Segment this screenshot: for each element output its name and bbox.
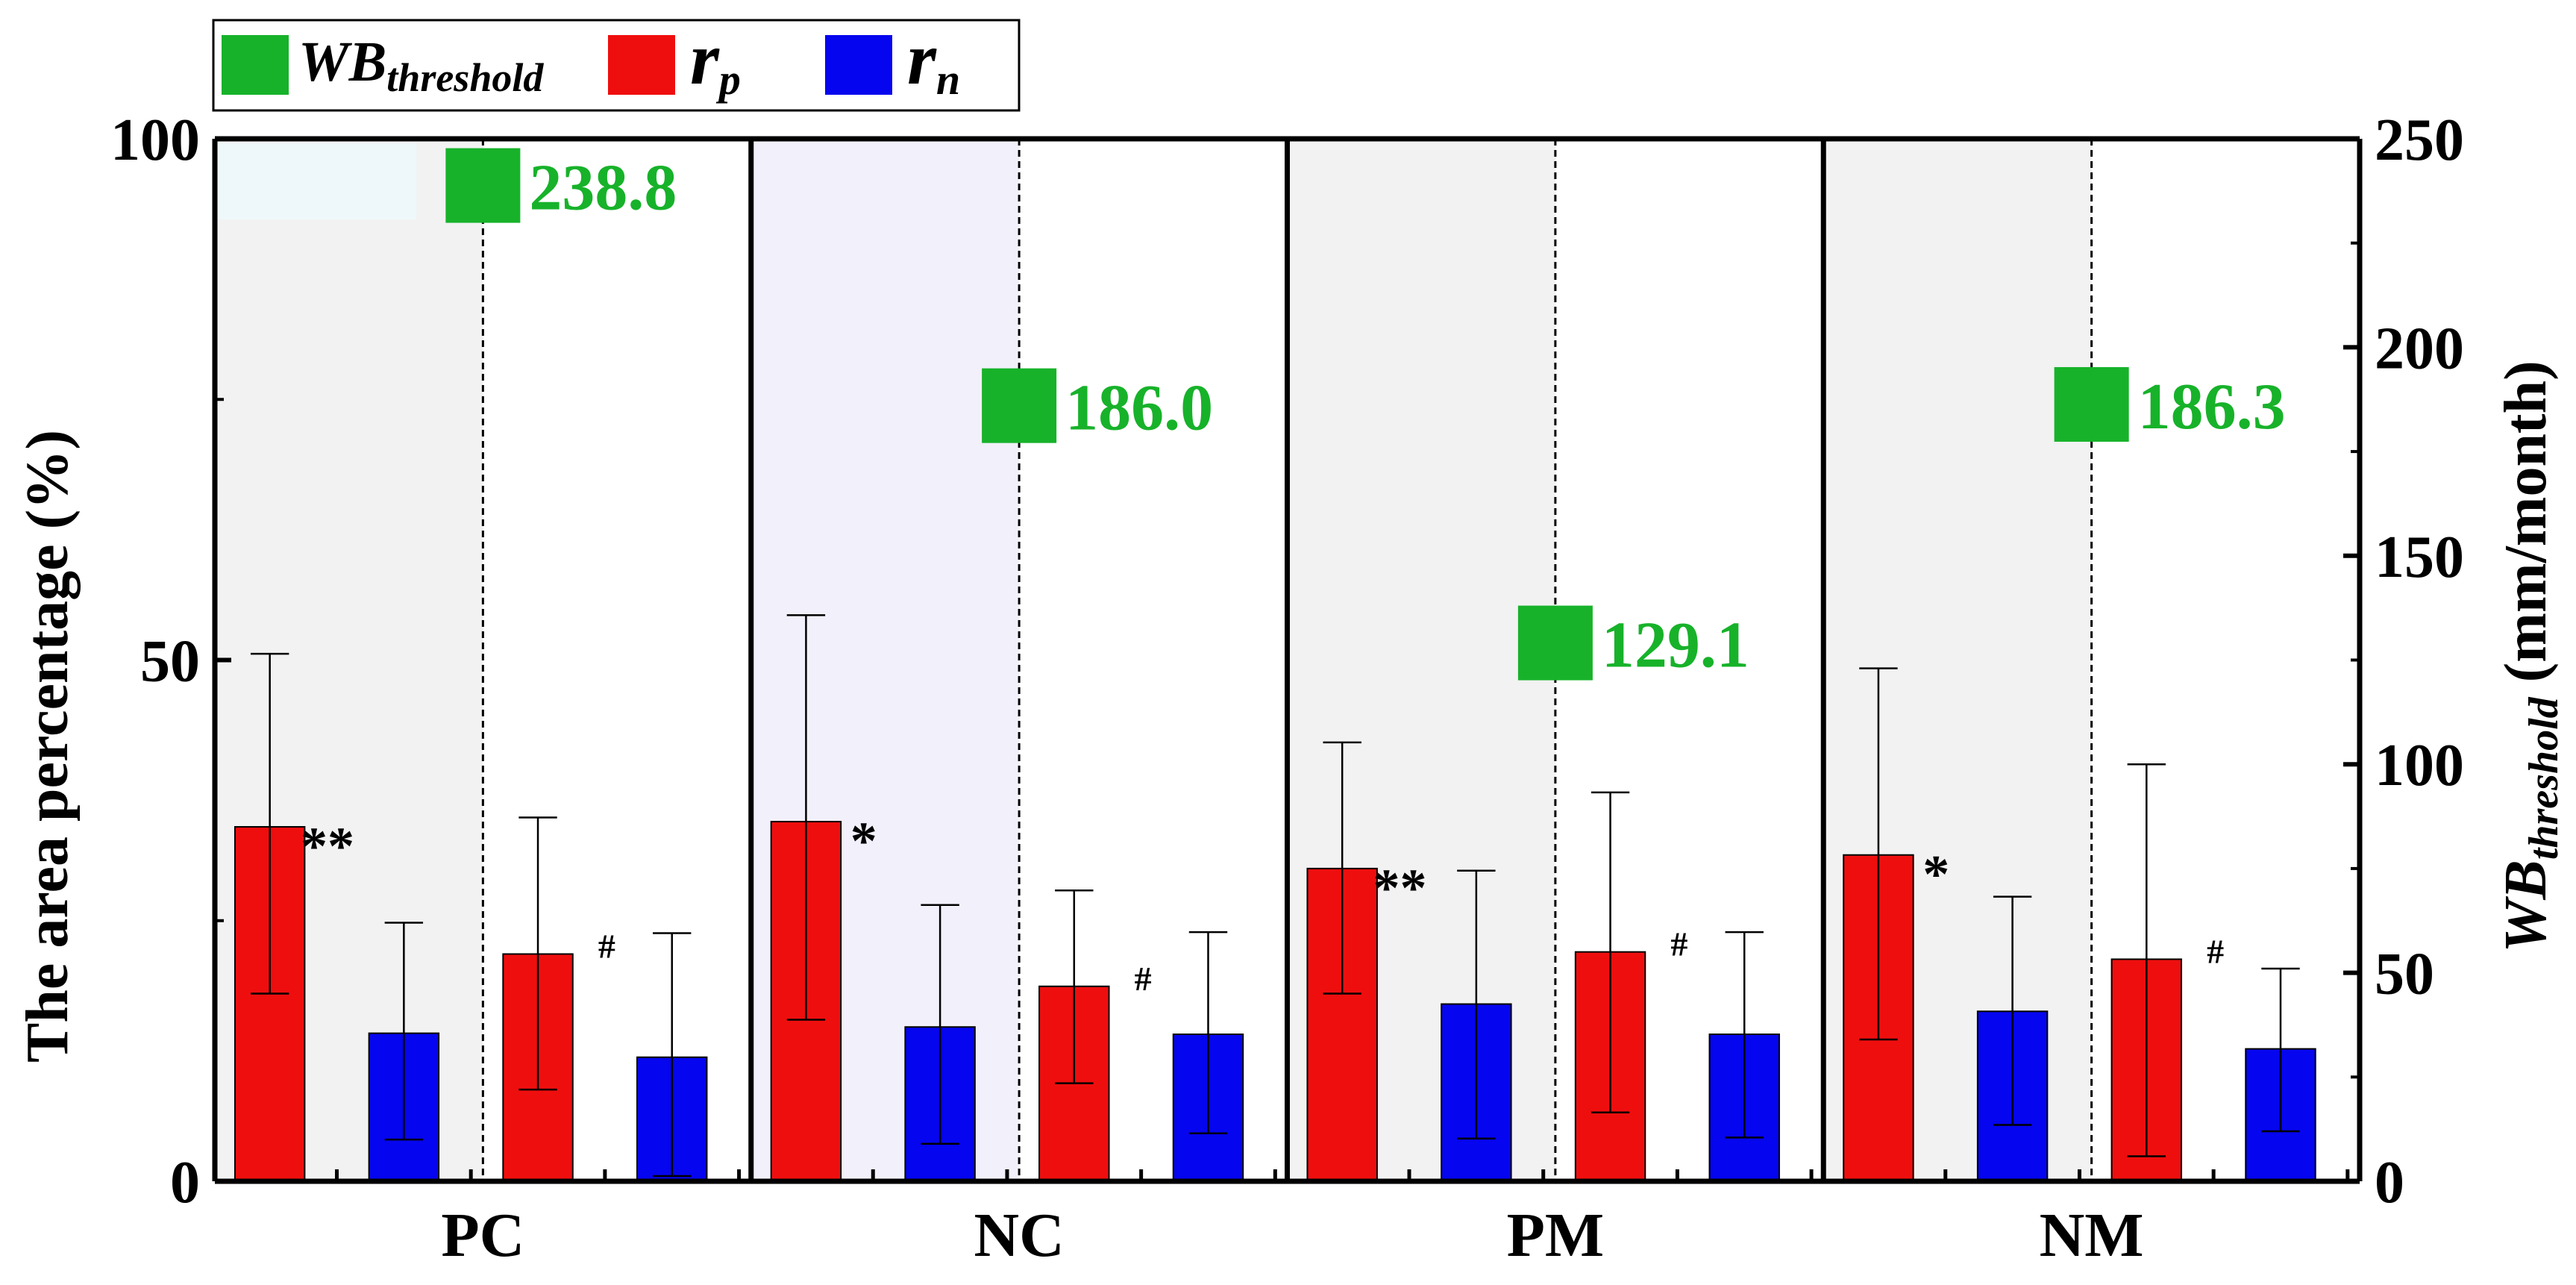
significance-marker-2: *: [850, 811, 877, 871]
significance-marker-1: #: [598, 927, 615, 965]
y2-tick-label-50: 50: [2375, 942, 2434, 1007]
y-tick-label-0: 0: [170, 1150, 200, 1216]
x-tick-label-pm: PM: [1507, 1201, 1605, 1270]
legend-label-rn: rn: [907, 17, 960, 104]
legend-label-rp-sub: p: [715, 55, 741, 104]
legend-swatch-rp: [608, 35, 675, 95]
x-tick-label-nm: NM: [2040, 1201, 2144, 1270]
y-axis-title: The area percentage (%): [15, 430, 81, 1063]
axes: 0 50 100 0 50 100 150 200 250 PC NC PM NM: [110, 107, 2464, 1270]
panel-highlight-pc: [218, 143, 416, 219]
y2-tick-label-0: 0: [2375, 1150, 2404, 1216]
wb-threshold-marker-nc: [982, 368, 1057, 443]
y-tick-label-50: 50: [140, 629, 200, 695]
y2-tick-label-200: 200: [2375, 316, 2464, 381]
y2-axis-title-unit: (mm/month): [2493, 360, 2559, 697]
legend: WBthreshold rp rn: [212, 17, 1021, 112]
legend-label-rp-main: r: [690, 17, 720, 100]
legend-label-wb-main: WB: [298, 31, 386, 93]
wb-threshold-marker-pm: [1517, 605, 1593, 681]
legend-label-rn-main: r: [907, 17, 937, 100]
wb-threshold-label-pm: 129.1: [1602, 610, 1749, 682]
y2-tick-label-250: 250: [2375, 107, 2464, 173]
wb-threshold-marker-pc: [445, 148, 521, 223]
panel-shading: [215, 139, 2093, 1181]
y2-axis-title-sub: threshold: [2521, 696, 2567, 860]
wb-threshold-label-pc: 238.8: [529, 152, 677, 225]
y2-axis-title: WBthreshold (mm/month): [2493, 360, 2567, 952]
significance-marker-3: #: [1135, 960, 1152, 998]
y2-tick-label-100: 100: [2375, 733, 2464, 798]
wb-threshold-label-nc: 186.0: [1065, 372, 1213, 445]
significance-marker-0: **: [301, 816, 354, 876]
plot-area: ** # * # ** # * #: [234, 614, 2316, 1183]
significance-marker-6: *: [1922, 845, 1949, 904]
significance-marker-7: #: [2207, 932, 2224, 970]
legend-label-rp: rp: [690, 17, 741, 104]
legend-label-wb-sub: threshold: [386, 55, 544, 100]
legend-label-rn-sub: n: [936, 55, 960, 104]
y2-axis-title-main: WB: [2493, 860, 2559, 953]
y2-tick-label-150: 150: [2375, 525, 2464, 590]
x-tick-label-nc: NC: [974, 1201, 1064, 1270]
wb-threshold-label-nm: 186.3: [2138, 371, 2286, 443]
legend-label-wb-threshold: WBthreshold: [298, 31, 544, 100]
x-tick-label-pc: PC: [441, 1201, 524, 1270]
wb-threshold-marker-nm: [2054, 366, 2129, 442]
legend-swatch-wb-threshold: [222, 35, 289, 95]
significance-marker-5: #: [1670, 925, 1687, 963]
wb-threshold-markers: 238.8 186.0 129.1 186.3: [445, 148, 2286, 682]
y-tick-label-100: 100: [110, 107, 200, 173]
legend-swatch-rn: [825, 35, 892, 95]
significance-marker-4: **: [1373, 858, 1426, 918]
